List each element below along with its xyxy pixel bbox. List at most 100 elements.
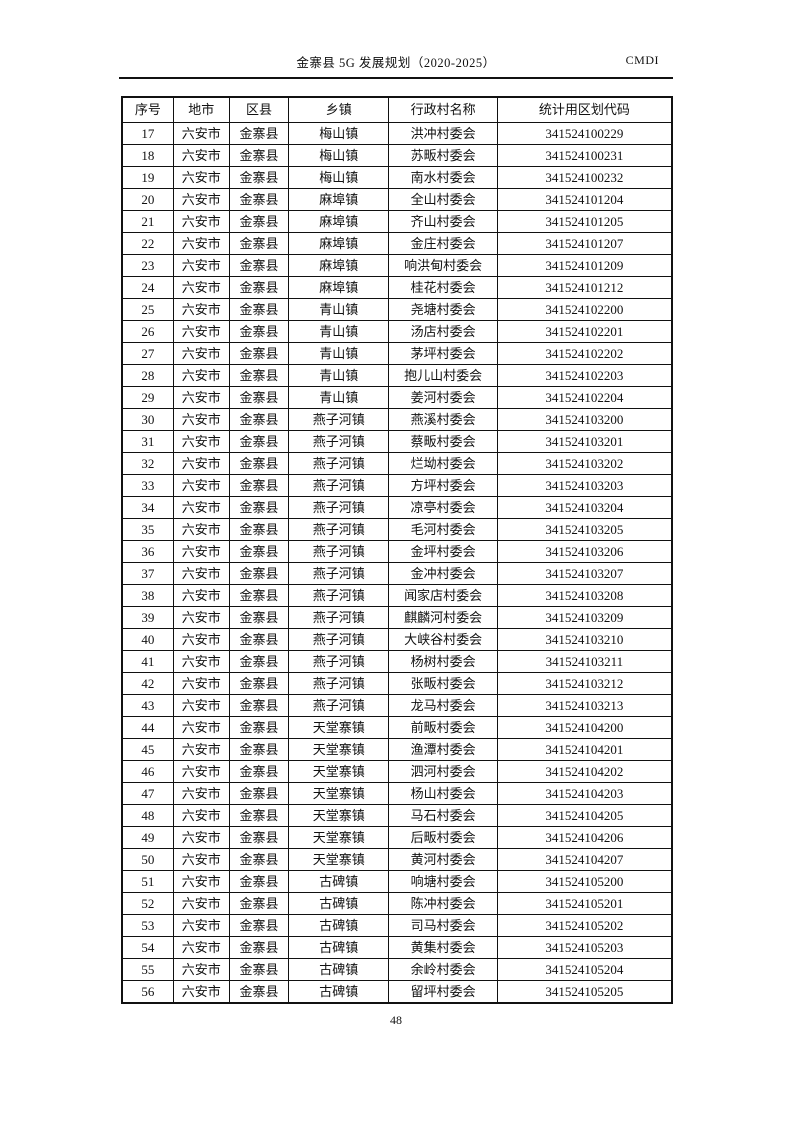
cell-index: 44 — [121, 716, 174, 739]
cell-code: 341524101207 — [496, 232, 673, 255]
cell-village: 金坪村委会 — [388, 540, 498, 563]
cell-code: 341524102200 — [496, 298, 673, 321]
cell-code: 341524105203 — [496, 936, 673, 959]
cell-town: 天堂寨镇 — [288, 782, 390, 805]
table-row: 55 六安市 金寨县 古碑镇 余岭村委会 341524105204 — [121, 958, 673, 981]
cell-city: 六安市 — [172, 650, 230, 673]
table-row: 22 六安市 金寨县 麻埠镇 金庄村委会 341524101207 — [121, 232, 673, 255]
cell-city: 六安市 — [172, 408, 230, 431]
column-header-index: 序号 — [121, 96, 174, 123]
cell-county: 金寨县 — [228, 320, 290, 343]
cell-county: 金寨县 — [228, 650, 290, 673]
cell-village: 金庄村委会 — [388, 232, 498, 255]
cell-code: 341524101212 — [496, 276, 673, 299]
table-row: 18 六安市 金寨县 梅山镇 苏畈村委会 341524100231 — [121, 144, 673, 167]
cell-index: 25 — [121, 298, 174, 321]
cell-index: 26 — [121, 320, 174, 343]
table-row: 24 六安市 金寨县 麻埠镇 桂花村委会 341524101212 — [121, 276, 673, 299]
cell-town: 燕子河镇 — [288, 430, 390, 453]
cell-city: 六安市 — [172, 232, 230, 255]
cell-city: 六安市 — [172, 980, 230, 1004]
cell-county: 金寨县 — [228, 210, 290, 233]
cell-town: 古碑镇 — [288, 936, 390, 959]
table-row: 56 六安市 金寨县 古碑镇 留坪村委会 341524105205 — [121, 980, 673, 1004]
cell-city: 六安市 — [172, 254, 230, 277]
table-row: 20 六安市 金寨县 麻埠镇 全山村委会 341524101204 — [121, 188, 673, 211]
table-row: 23 六安市 金寨县 麻埠镇 响洪甸村委会 341524101209 — [121, 254, 673, 277]
cell-town: 梅山镇 — [288, 166, 390, 189]
cell-city: 六安市 — [172, 342, 230, 365]
cell-city: 六安市 — [172, 672, 230, 695]
cell-index: 20 — [121, 188, 174, 211]
cell-town: 燕子河镇 — [288, 628, 390, 651]
column-header-code: 统计用区划代码 — [496, 96, 673, 123]
table-row: 42 六安市 金寨县 燕子河镇 张畈村委会 341524103212 — [121, 672, 673, 695]
cell-index: 27 — [121, 342, 174, 365]
cell-village: 响洪甸村委会 — [388, 254, 498, 277]
cell-village: 泗河村委会 — [388, 760, 498, 783]
cell-county: 金寨县 — [228, 342, 290, 365]
cell-county: 金寨县 — [228, 716, 290, 739]
cell-city: 六安市 — [172, 562, 230, 585]
cell-county: 金寨县 — [228, 804, 290, 827]
cell-village: 齐山村委会 — [388, 210, 498, 233]
cell-code: 341524104205 — [496, 804, 673, 827]
column-header-village: 行政村名称 — [388, 96, 498, 123]
cell-index: 22 — [121, 232, 174, 255]
cell-index: 43 — [121, 694, 174, 717]
cell-town: 燕子河镇 — [288, 452, 390, 475]
table-row: 50 六安市 金寨县 天堂寨镇 黄河村委会 341524104207 — [121, 848, 673, 871]
table-row: 52 六安市 金寨县 古碑镇 陈冲村委会 341524105201 — [121, 892, 673, 915]
cell-city: 六安市 — [172, 298, 230, 321]
cell-index: 35 — [121, 518, 174, 541]
table-row: 44 六安市 金寨县 天堂寨镇 前畈村委会 341524104200 — [121, 716, 673, 739]
cell-village: 蔡畈村委会 — [388, 430, 498, 453]
cell-county: 金寨县 — [228, 958, 290, 981]
cell-code: 341524105205 — [496, 980, 673, 1004]
cell-town: 燕子河镇 — [288, 540, 390, 563]
cell-code: 341524103204 — [496, 496, 673, 519]
cell-city: 六安市 — [172, 430, 230, 453]
cell-index: 50 — [121, 848, 174, 871]
table-row: 28 六安市 金寨县 青山镇 抱儿山村委会 341524102203 — [121, 364, 673, 387]
header-title: 金寨县 5G 发展规划（2020-2025） — [296, 56, 496, 70]
cell-code: 341524102203 — [496, 364, 673, 387]
table-row: 35 六安市 金寨县 燕子河镇 毛河村委会 341524103205 — [121, 518, 673, 541]
cell-city: 六安市 — [172, 276, 230, 299]
cell-city: 六安市 — [172, 826, 230, 849]
table-header-row: 序号 地市 区县 乡镇 行政村名称 统计用区划代码 — [121, 96, 673, 123]
cell-city: 六安市 — [172, 804, 230, 827]
table-row: 47 六安市 金寨县 天堂寨镇 杨山村委会 341524104203 — [121, 782, 673, 805]
cell-town: 麻埠镇 — [288, 254, 390, 277]
cell-town: 天堂寨镇 — [288, 760, 390, 783]
cell-village: 尧塘村委会 — [388, 298, 498, 321]
cell-town: 古碑镇 — [288, 870, 390, 893]
cell-county: 金寨县 — [228, 540, 290, 563]
table-row: 43 六安市 金寨县 燕子河镇 龙马村委会 341524103213 — [121, 694, 673, 717]
cell-index: 18 — [121, 144, 174, 167]
cell-village: 闻家店村委会 — [388, 584, 498, 607]
cell-town: 古碑镇 — [288, 958, 390, 981]
cell-index: 24 — [121, 276, 174, 299]
cell-county: 金寨县 — [228, 144, 290, 167]
cell-code: 341524100232 — [496, 166, 673, 189]
cell-code: 341524103210 — [496, 628, 673, 651]
cell-index: 54 — [121, 936, 174, 959]
cell-town: 青山镇 — [288, 386, 390, 409]
cell-index: 46 — [121, 760, 174, 783]
cell-index: 53 — [121, 914, 174, 937]
cell-code: 341524105201 — [496, 892, 673, 915]
table-row: 26 六安市 金寨县 青山镇 汤店村委会 341524102201 — [121, 320, 673, 343]
cell-city: 六安市 — [172, 210, 230, 233]
cell-code: 341524103205 — [496, 518, 673, 541]
cell-code: 341524103213 — [496, 694, 673, 717]
cell-village: 前畈村委会 — [388, 716, 498, 739]
cell-county: 金寨县 — [228, 386, 290, 409]
cell-village: 张畈村委会 — [388, 672, 498, 695]
cell-index: 31 — [121, 430, 174, 453]
table-row: 29 六安市 金寨县 青山镇 姜河村委会 341524102204 — [121, 386, 673, 409]
cell-city: 六安市 — [172, 870, 230, 893]
cell-index: 36 — [121, 540, 174, 563]
cell-code: 341524103201 — [496, 430, 673, 453]
cell-town: 古碑镇 — [288, 892, 390, 915]
